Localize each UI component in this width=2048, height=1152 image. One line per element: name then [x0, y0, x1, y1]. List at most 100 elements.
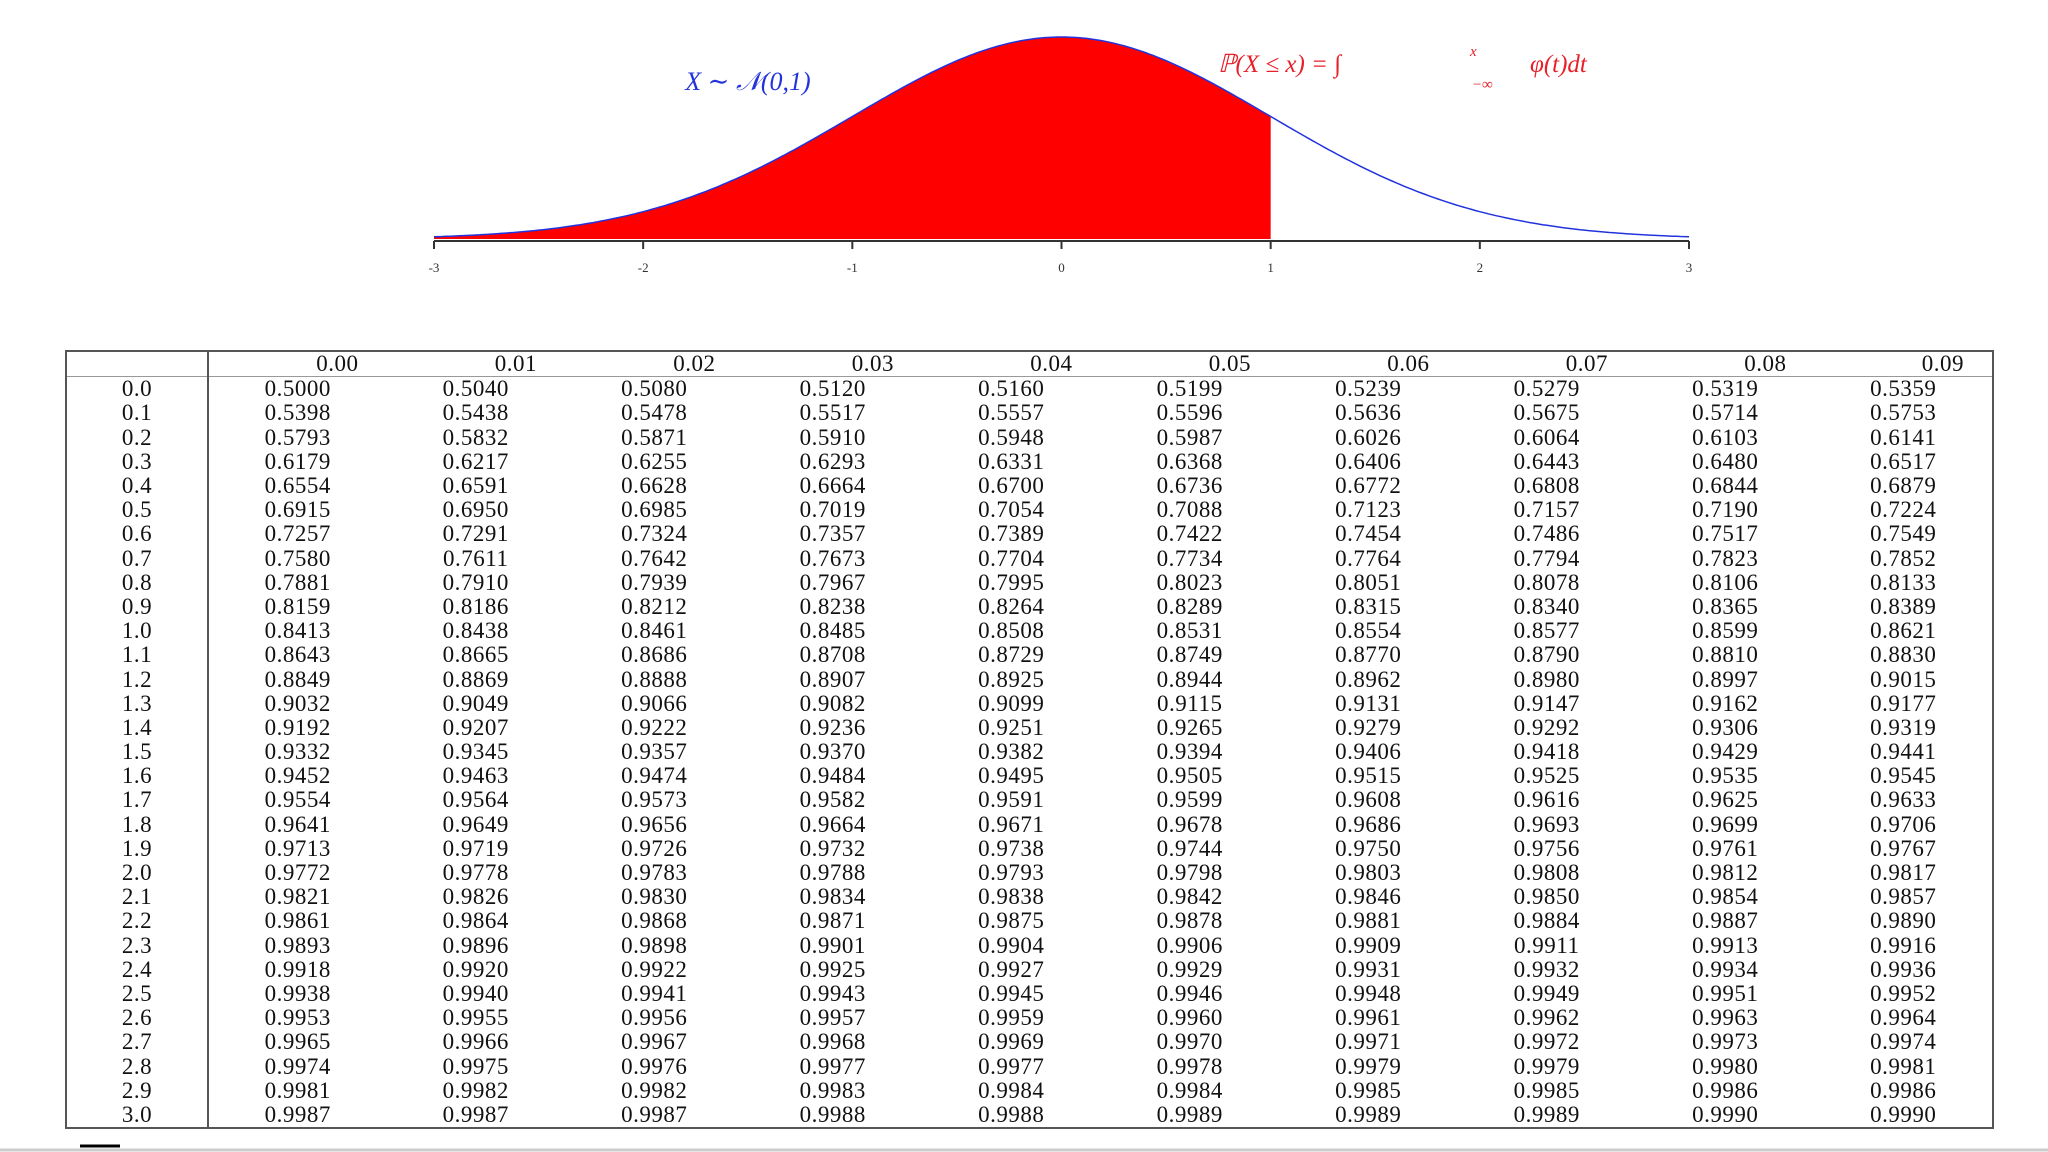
table-row: 0.7 0.7580 0.7611 0.7642 0.7673 0.7704 0.7734 0…	[66, 546, 1993, 571]
table-row: 1.2 0.8849 0.8869 0.8888 0.8907 0.8925 0.8944 0…	[66, 667, 1993, 692]
probability-cell: 0.9984	[1156, 1078, 1223, 1103]
probability-cell: 0.5279	[1513, 376, 1580, 402]
table-row: 1.6 0.9452 0.9463 0.9474 0.9484 0.9495 0.9505 0…	[66, 764, 1993, 789]
probability-cell: 0.9989	[1335, 1102, 1402, 1127]
probability-cell: 0.9826	[442, 885, 509, 910]
probability-cell: 0.9983	[799, 1078, 866, 1103]
probability-cell: 0.9573	[621, 788, 688, 813]
probability-cell: 0.5753	[1870, 401, 1937, 426]
probability-cell: 0.9429	[1692, 740, 1759, 765]
probability-cell: 0.9525	[1513, 764, 1580, 789]
table-row: 0.8 0.7881 0.7910 0.7939 0.7967 0.7995 0.8023 0…	[66, 570, 1993, 595]
probability-cell: 0.9452	[264, 764, 331, 789]
probability-cell: 0.9265	[1156, 715, 1223, 740]
probability-cell: 0.9857	[1870, 885, 1937, 910]
probability-cell: 0.9904	[978, 933, 1045, 958]
probability-cell: 0.9147	[1513, 691, 1580, 716]
probability-cell: 0.9918	[264, 957, 331, 982]
probability-cell: 0.8315	[1335, 594, 1402, 619]
column-header: 0.07	[1457, 351, 1636, 378]
probability-cell: 0.9474	[621, 764, 688, 789]
probability-cell: 0.9909	[1335, 933, 1402, 958]
probability-cell: 0.9990	[1692, 1102, 1759, 1127]
probability-cell: 0.9977	[978, 1054, 1045, 1079]
probability-cell: 0.9973	[1692, 1030, 1759, 1055]
probability-cell: 0.9932	[1513, 957, 1580, 982]
probability-cell: 0.9719	[442, 836, 509, 861]
probability-cell: 0.9788	[799, 860, 866, 886]
probability-cell: 0.8508	[978, 619, 1045, 644]
probability-cell: 0.9699	[1692, 812, 1759, 837]
table-row: 2.5 0.9938 0.9940 0.9941 0.9943 0.9945 0.9946 0…	[66, 981, 1993, 1007]
probability-cell: 0.9898	[621, 933, 688, 958]
probability-cell: 0.9846	[1335, 885, 1402, 910]
probability-cell: 0.6628	[621, 473, 688, 499]
row-label: 0.7	[66, 546, 209, 571]
probability-cell: 0.9913	[1692, 933, 1759, 958]
probability-cell: 0.8106	[1692, 570, 1759, 595]
probability-cell: 0.9495	[978, 764, 1045, 789]
probability-cell: 0.5517	[799, 401, 866, 426]
probability-cell: 0.9979	[1335, 1054, 1402, 1079]
probability-cell: 0.9970	[1156, 1030, 1223, 1055]
cdf-rhs: φ(t)dt	[1530, 51, 1588, 78]
probability-cell: 0.8770	[1335, 643, 1402, 668]
probability-cell: 0.9949	[1513, 981, 1580, 1006]
probability-cell: 0.7190	[1692, 498, 1759, 523]
probability-cell: 0.9945	[978, 981, 1045, 1006]
probability-cell: 0.9890	[1870, 909, 1937, 934]
probability-cell: 0.9319	[1870, 715, 1937, 740]
probability-cell: 0.9726	[621, 836, 688, 861]
probability-cell: 0.5239	[1335, 376, 1402, 402]
column-header: 0.06	[1279, 351, 1458, 378]
probability-cell: 0.9971	[1335, 1030, 1402, 1055]
probability-cell: 0.9987	[442, 1102, 509, 1127]
shaded-area	[434, 37, 1271, 239]
probability-cell: 0.9177	[1870, 691, 1937, 716]
probability-cell: 0.9564	[442, 788, 509, 813]
probability-cell: 0.8461	[621, 619, 688, 644]
probability-cell: 0.9236	[799, 715, 866, 740]
probability-cell: 0.5714	[1692, 401, 1759, 426]
probability-cell: 0.6517	[1870, 449, 1937, 474]
row-label: 0.8	[66, 570, 209, 595]
probability-cell: 0.9817	[1870, 860, 1937, 886]
probability-cell: 0.8413	[264, 619, 331, 644]
row-label: 0.0	[66, 376, 209, 402]
probability-cell: 0.8554	[1335, 619, 1402, 644]
probability-cell: 0.9756	[1513, 836, 1580, 861]
probability-cell: 0.9988	[978, 1102, 1045, 1127]
row-label: 1.4	[66, 715, 209, 740]
probability-cell: 0.8790	[1513, 643, 1580, 668]
table-row: 1.0 0.8413 0.8438 0.8461 0.8485 0.8508 0.8531 0…	[66, 619, 1993, 644]
probability-cell: 0.9693	[1513, 812, 1580, 837]
probability-cell: 0.8888	[621, 667, 688, 692]
probability-cell: 0.5557	[978, 401, 1045, 426]
probability-cell: 0.9969	[978, 1030, 1045, 1055]
probability-cell: 0.8907	[799, 667, 866, 692]
probability-cell: 0.7422	[1156, 522, 1223, 547]
probability-cell: 0.5636	[1335, 401, 1402, 426]
probability-cell: 0.9985	[1335, 1078, 1402, 1103]
probability-cell: 0.9778	[442, 860, 509, 886]
probability-cell: 0.8133	[1870, 570, 1937, 595]
probability-cell: 0.9251	[978, 715, 1045, 740]
probability-cell: 0.9222	[621, 715, 688, 740]
probability-cell: 0.5948	[978, 425, 1045, 450]
probability-cell: 0.9793	[978, 860, 1045, 886]
probability-cell: 0.5160	[978, 376, 1045, 402]
table-row: 0.6 0.7257 0.7291 0.7324 0.7357 0.7389 0.7422 0…	[66, 522, 1993, 547]
probability-cell: 0.7054	[978, 498, 1045, 523]
row-label: 2.0	[66, 860, 209, 886]
probability-cell: 0.9834	[799, 885, 866, 910]
probability-cell: 0.9641	[264, 812, 331, 837]
probability-cell: 0.9938	[264, 981, 331, 1006]
probability-cell: 0.5832	[442, 425, 509, 450]
probability-cell: 0.7019	[799, 498, 866, 523]
row-label: 0.4	[66, 473, 209, 499]
table-row: 0.0 0.5000 0.5040 0.5080 0.5120 0.5160 0.5199 0…	[66, 376, 1993, 402]
probability-cell: 0.9808	[1513, 860, 1580, 886]
probability-cell: 0.5120	[799, 376, 866, 402]
probability-cell: 0.9686	[1335, 812, 1402, 837]
column-header: 0.09	[1814, 351, 1993, 378]
